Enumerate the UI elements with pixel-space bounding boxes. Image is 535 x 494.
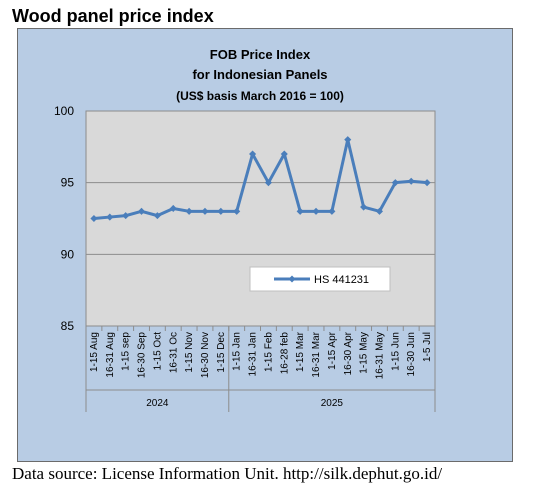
x-tick-label: 16-31 May bbox=[374, 332, 385, 379]
chart-subtitle: for Indonesian Panels bbox=[192, 67, 327, 82]
data-point bbox=[153, 212, 161, 220]
data-point bbox=[296, 207, 304, 215]
x-group-label: 2025 bbox=[321, 398, 344, 409]
data-point bbox=[344, 136, 352, 144]
x-tick-label: 16-31 Oc bbox=[168, 332, 179, 373]
data-point bbox=[90, 214, 98, 223]
data-point bbox=[360, 203, 368, 211]
x-tick-label: 1-15 sep bbox=[121, 332, 132, 371]
x-tick-label: 1-15 Oct bbox=[152, 332, 163, 371]
chart-frame: FOB Price Index for Indonesian Panels (U… bbox=[17, 28, 513, 462]
series-line bbox=[93, 138, 428, 220]
data-point bbox=[264, 179, 272, 187]
x-tick-label: 1-15 Dec bbox=[216, 332, 227, 373]
x-tick-label: 16-30 Sep bbox=[137, 332, 148, 379]
x-tick-label: 1-15 Jan bbox=[232, 332, 243, 371]
data-point bbox=[391, 179, 399, 187]
plot-area bbox=[85, 110, 436, 327]
data-point bbox=[249, 150, 257, 158]
data-point bbox=[423, 179, 431, 187]
data-source-note: Data source: License Information Unit. h… bbox=[12, 464, 443, 483]
y-tick-label: 100 bbox=[54, 104, 74, 118]
data-point bbox=[106, 213, 114, 221]
legend-box bbox=[249, 266, 391, 292]
x-tick-label: 16-30 Nov bbox=[200, 332, 211, 378]
x-tick-label: 16-30 Jun bbox=[406, 332, 417, 376]
legend-label: HS 441231 bbox=[314, 274, 369, 286]
x-tick-label: 1-15 Apr bbox=[327, 331, 338, 369]
chart-basis-note: (US$ basis March 2016 = 100) bbox=[176, 89, 344, 103]
data-point bbox=[185, 207, 193, 215]
data-point bbox=[122, 212, 130, 220]
x-tick-label: 16-30 Apr bbox=[343, 331, 354, 375]
page-title: Wood panel price index bbox=[12, 6, 214, 26]
data-point bbox=[280, 150, 288, 158]
x-tick-label: 16-31 Jan bbox=[248, 332, 259, 376]
x-group-label: 2024 bbox=[146, 398, 169, 409]
price-index-chart: FOB Price Index for Indonesian Panels (U… bbox=[54, 47, 436, 412]
x-tick-label: 16-31 Aug bbox=[105, 332, 116, 378]
data-point bbox=[169, 204, 177, 213]
data-point bbox=[137, 207, 146, 215]
chart-title: FOB Price Index bbox=[210, 47, 311, 62]
x-tick-label: 16-31 Mar bbox=[311, 331, 322, 377]
data-point bbox=[217, 207, 225, 215]
x-tick-label: 1-5 Jul bbox=[422, 332, 433, 362]
x-tick-label: 1-15 Feb bbox=[263, 332, 274, 372]
x-tick-label: 1-15 Nov bbox=[184, 332, 195, 373]
data-point bbox=[328, 207, 336, 215]
data-point bbox=[201, 207, 209, 215]
x-tick-label: 1-15 Mar bbox=[295, 331, 306, 372]
x-tick-label: 16-28 feb bbox=[279, 332, 290, 375]
data-point bbox=[375, 207, 384, 215]
data-point bbox=[233, 207, 241, 215]
y-tick-label: 90 bbox=[61, 247, 75, 261]
y-tick-label: 95 bbox=[61, 176, 75, 190]
x-tick-label: 1-15 Aug bbox=[89, 332, 100, 372]
x-tick-label: 1-15 May bbox=[359, 332, 370, 374]
data-point bbox=[407, 177, 415, 185]
legend-marker bbox=[288, 275, 296, 283]
y-tick-label: 85 bbox=[61, 319, 75, 333]
x-tick-label: 1-15 Jun bbox=[390, 332, 401, 371]
data-point bbox=[312, 207, 320, 215]
